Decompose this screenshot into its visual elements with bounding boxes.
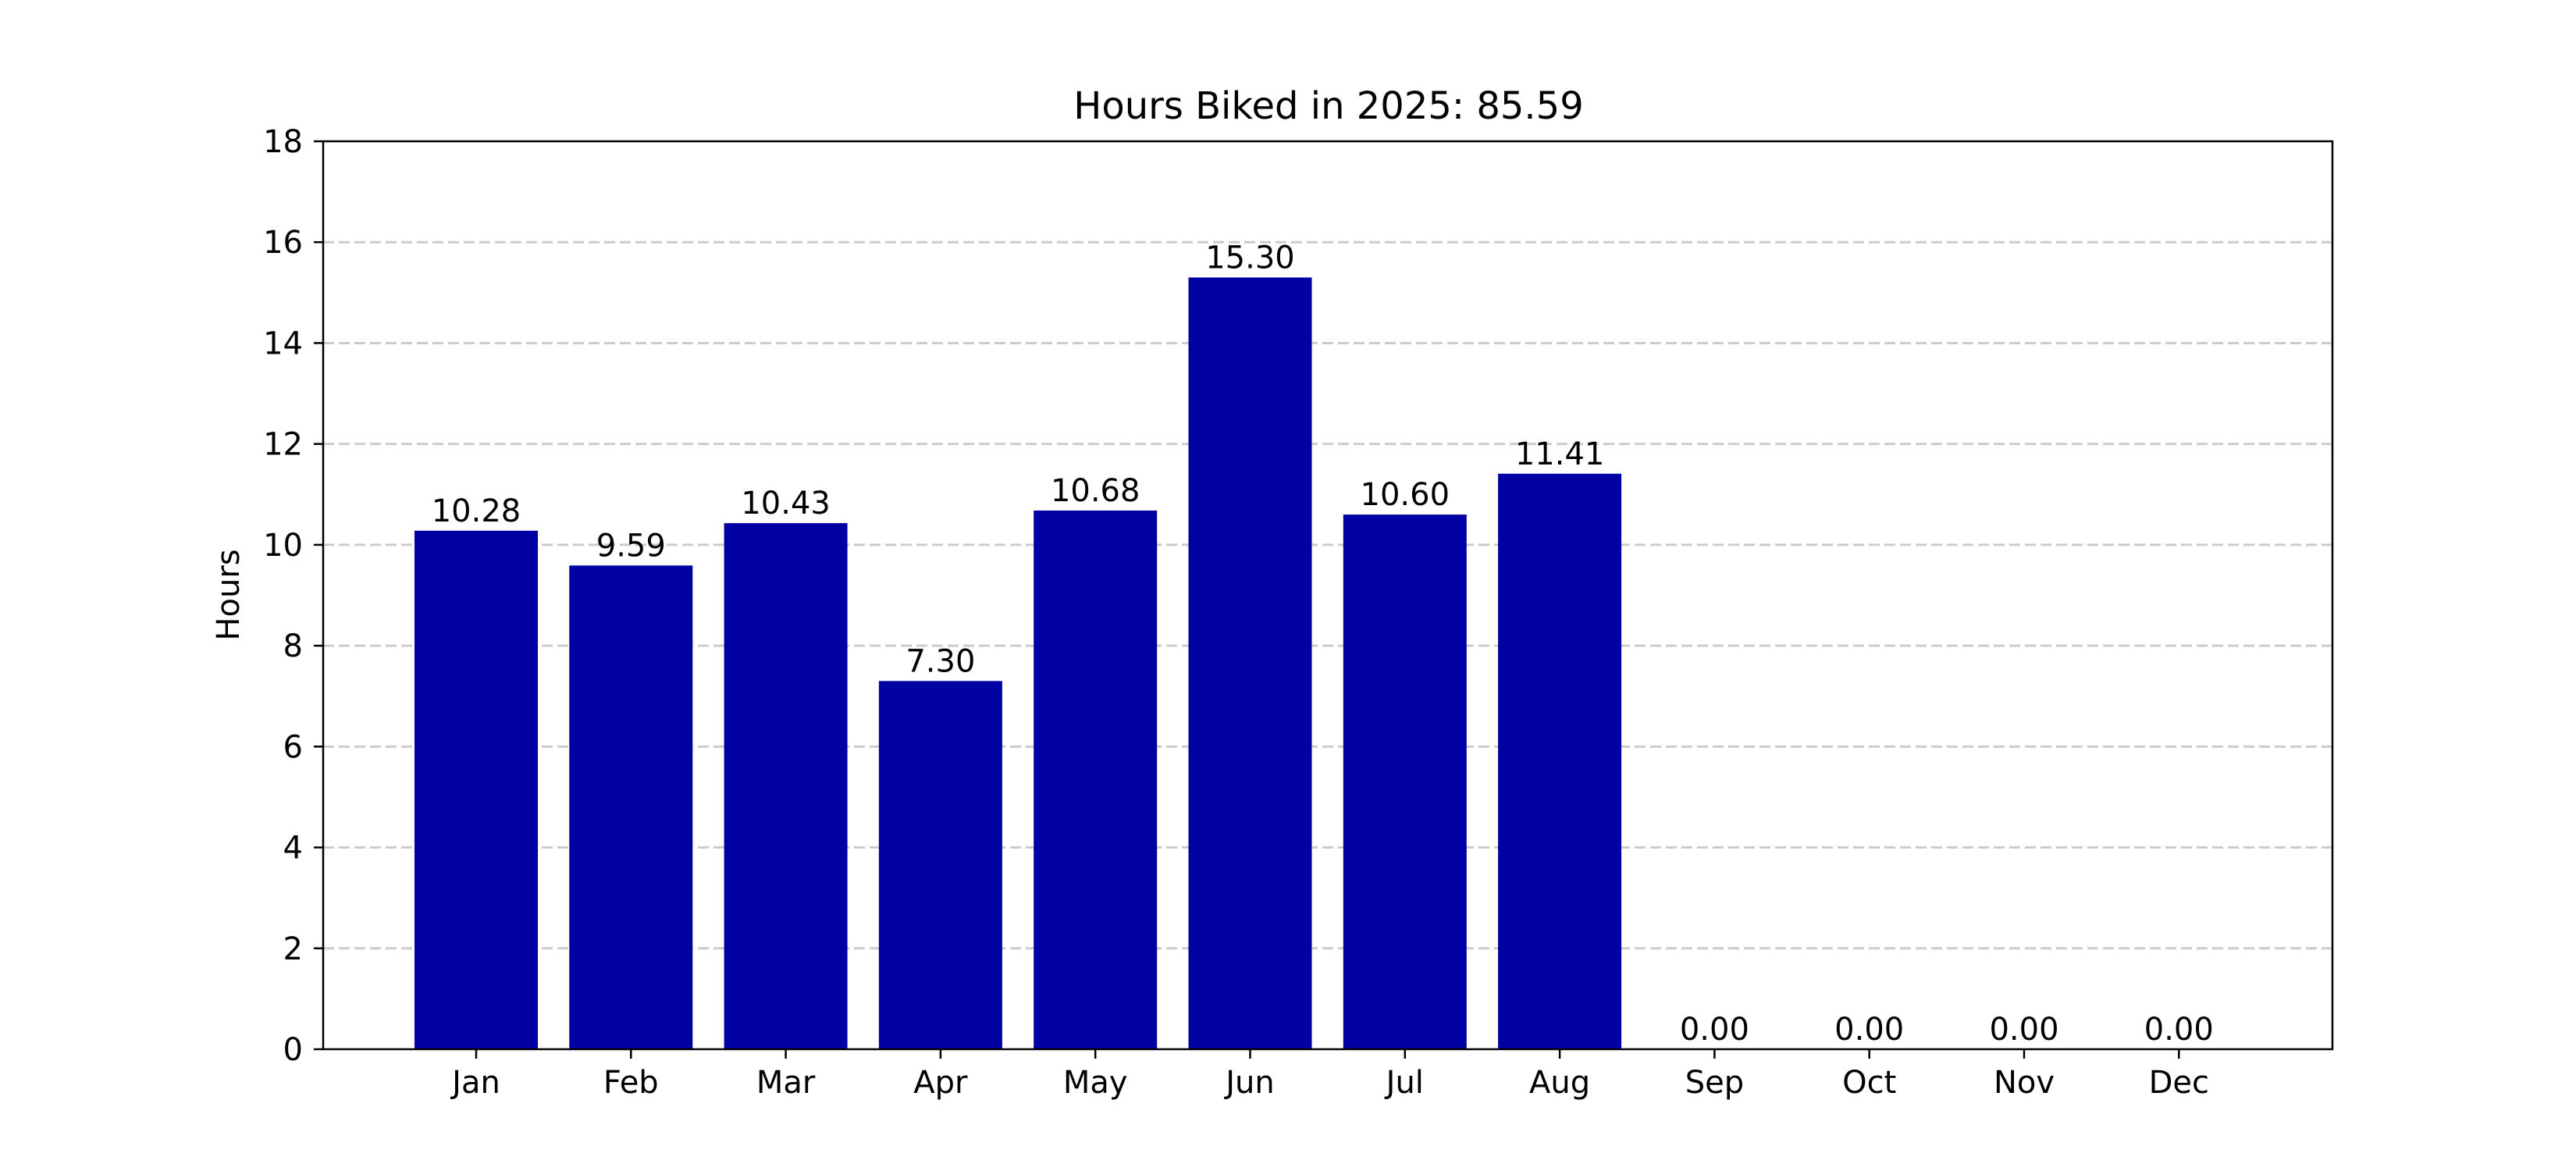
y-tick-label: 8 [283,628,303,664]
bar-may [1034,510,1158,1049]
x-tick-label-dec: Dec [2149,1065,2209,1101]
bar-aug [1498,473,1622,1049]
data-label-mar: 10.43 [741,486,831,521]
data-label-nov: 0.00 [1989,1012,2058,1048]
x-tick-label-apr: Apr [913,1065,968,1101]
data-label-feb: 9.59 [596,528,666,564]
data-label-dec: 0.00 [2144,1012,2214,1048]
x-tick-label-nov: Nov [1994,1065,2055,1101]
x-tick-label-oct: Oct [1842,1065,1896,1101]
y-axis-ticks: 0 2 4 6 8 10 12 14 16 18 [263,124,323,1068]
data-label-may: 10.68 [1051,473,1140,509]
data-label-oct: 0.00 [1834,1012,1904,1048]
y-tick-label: 14 [263,326,303,361]
y-tick-label: 18 [263,124,303,160]
x-tick-label-aug: Aug [1529,1065,1590,1101]
y-tick-label: 0 [283,1032,303,1068]
plot-frame [322,140,2334,1051]
data-label-jul: 10.60 [1361,477,1450,513]
x-tick-label-may: May [1063,1065,1128,1101]
bar-mar [724,523,848,1049]
data-labels: 10.28 9.59 10.43 7.30 10.68 15.30 10.60 11.41 0.… [432,240,2214,1048]
bar-jun [1188,277,1312,1049]
data-label-aug: 11.41 [1515,436,1605,472]
bar-jul [1343,514,1467,1049]
y-tick-label: 2 [283,931,303,967]
data-label-sep: 0.00 [1680,1012,1749,1048]
chart-title: Hours Biked in 2025: 85.59 [1073,84,1584,128]
x-tick-label-jul: Jul [1384,1065,1424,1101]
x-tick-label-feb: Feb [603,1065,659,1101]
y-tick-label: 6 [283,729,303,765]
y-tick-label: 10 [263,528,303,564]
bar-apr [878,681,1002,1049]
bar-jan [415,530,538,1049]
data-label-jan: 10.28 [432,493,521,529]
y-tick-label: 16 [263,225,303,261]
x-tick-label-jan: Jan [450,1065,500,1101]
bars [415,277,1622,1049]
y-tick-label: 12 [263,427,303,463]
x-tick-label-jun: Jun [1223,1065,1275,1101]
bar-feb [569,565,693,1049]
y-tick-label: 4 [283,831,303,867]
x-tick-label-sep: Sep [1685,1065,1744,1101]
x-axis-ticks: Jan Feb Mar Apr May Jun Jul Aug Sep Oct Nov Dec [450,1049,2209,1101]
x-tick-label-mar: Mar [756,1065,816,1101]
data-label-jun: 15.30 [1205,240,1295,276]
data-label-apr: 7.30 [906,643,975,679]
y-axis-label: Hours [211,549,247,640]
